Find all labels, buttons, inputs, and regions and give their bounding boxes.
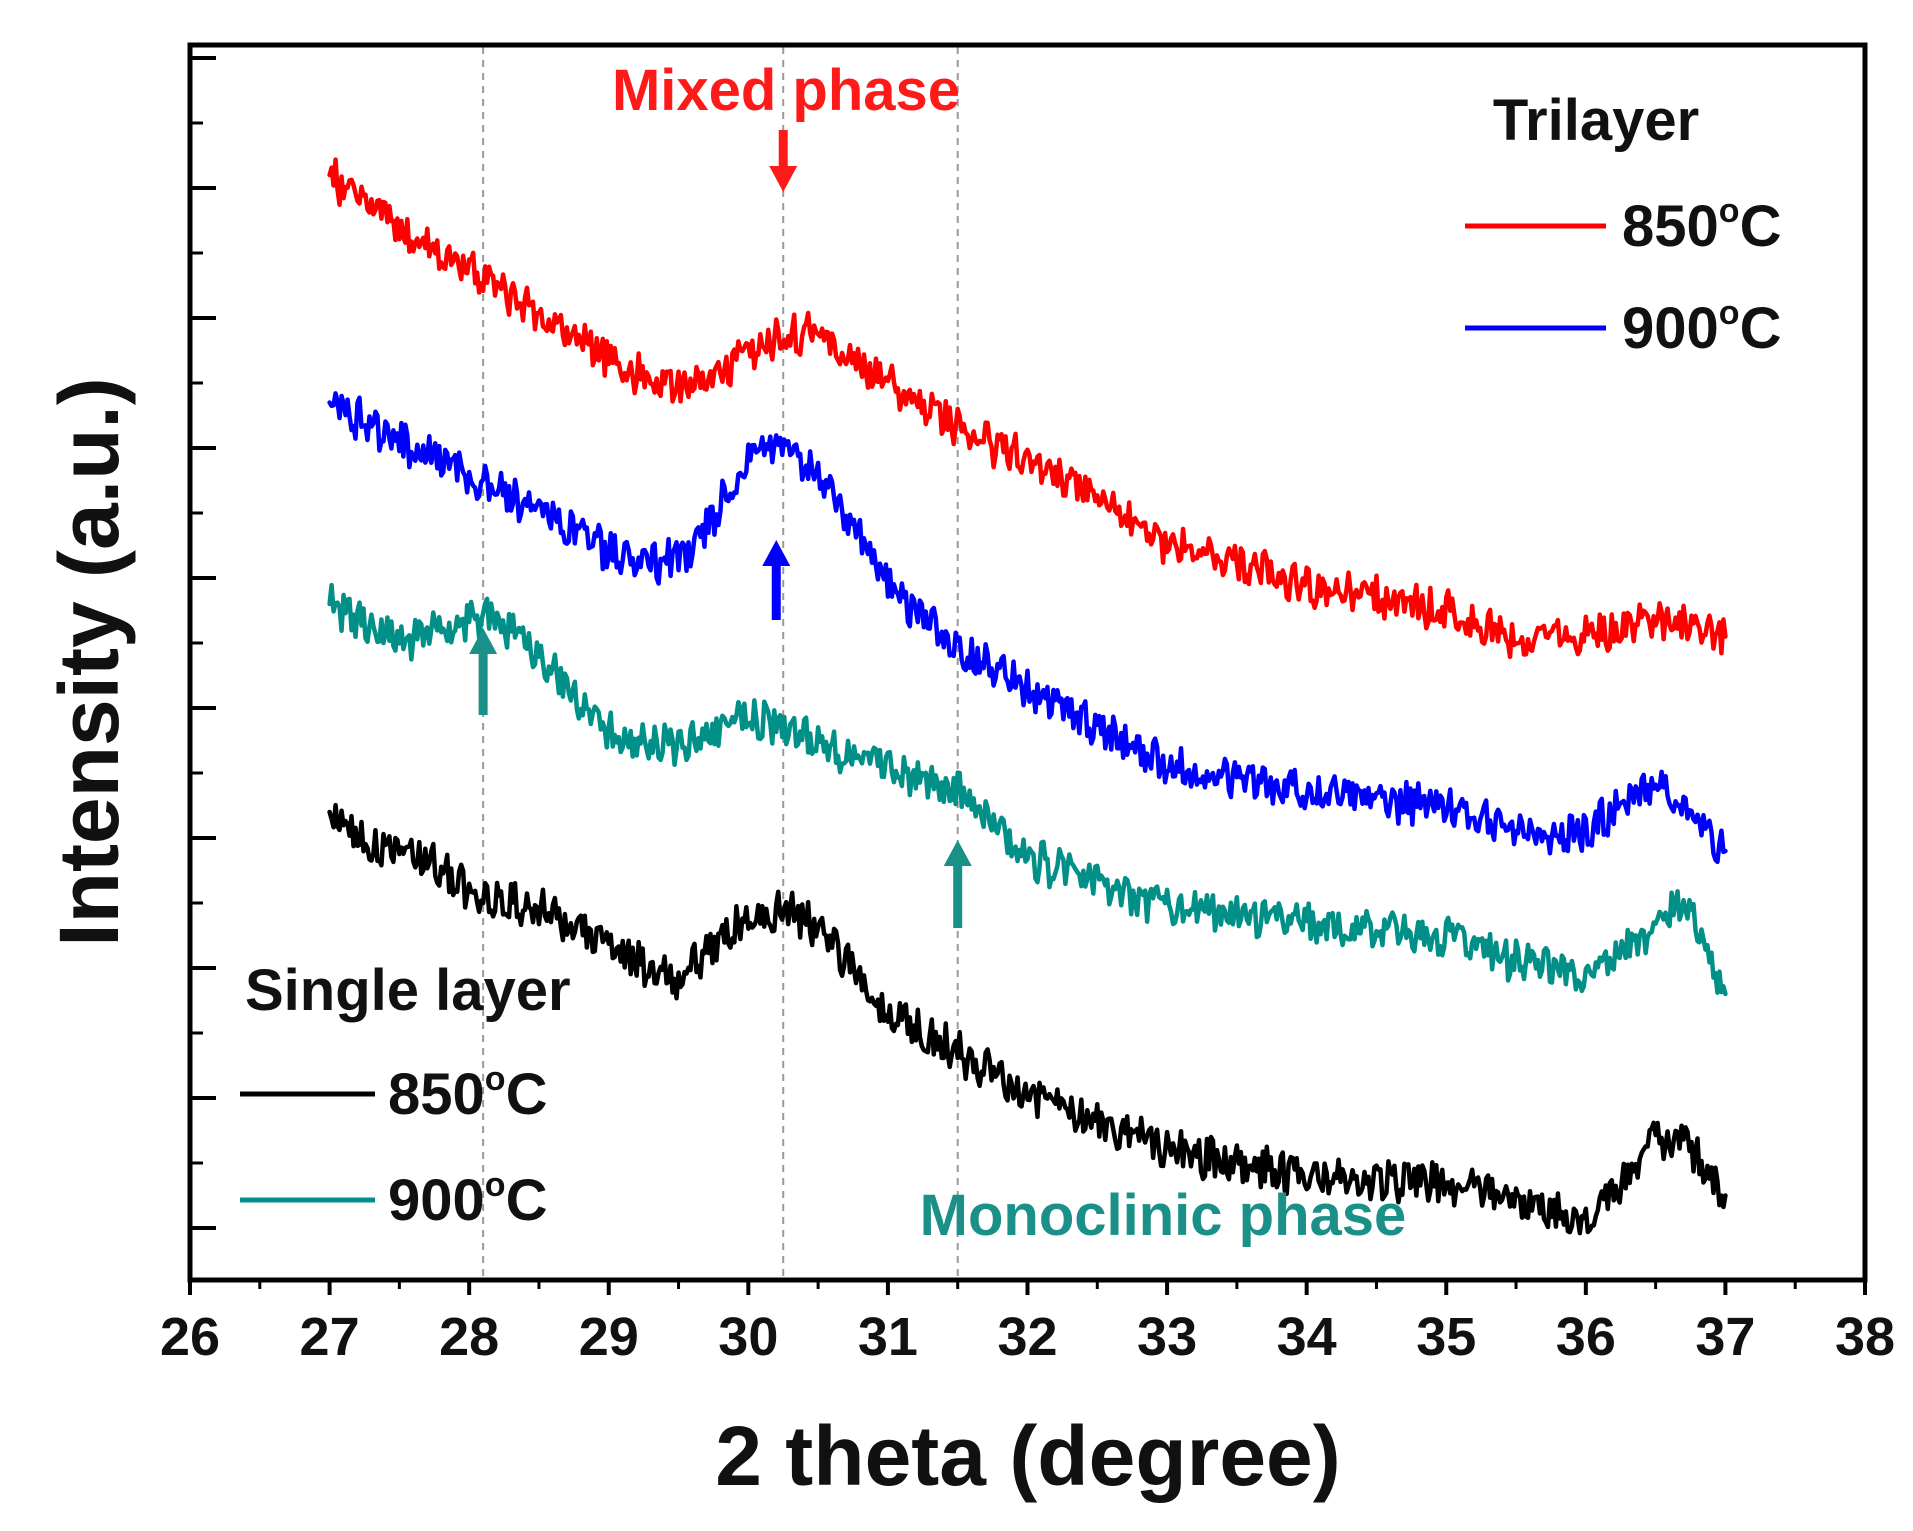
legend-unit-single-850: C	[506, 1062, 548, 1127]
x-tick-label-27: 27	[300, 1307, 360, 1367]
legend-temp-single-850: 850	[388, 1062, 485, 1127]
x-tick-label-28: 28	[439, 1307, 499, 1367]
legend-unit-trilayer-900: C	[1740, 296, 1782, 361]
legend-label-single-850: 850oC	[388, 1060, 547, 1127]
x-tick-label-30: 30	[718, 1307, 778, 1367]
monoclinic-arrow-left-head	[469, 628, 498, 654]
x-axis-label: 2 theta (degree)	[715, 1409, 1341, 1503]
mixed-phase-arrow-head	[769, 166, 798, 192]
x-axis-tick-labels: 26 27 28 29 30 31 32 33 34 35 36 37 38	[160, 1307, 1895, 1367]
legend-unit-trilayer-850: C	[1740, 194, 1782, 259]
x-tick-label-32: 32	[997, 1307, 1057, 1367]
y-axis-ticks	[190, 56, 216, 1230]
trilayer-900-peak-arrow-head	[762, 540, 791, 566]
x-tick-label-34: 34	[1277, 1307, 1337, 1367]
legend-temp-trilayer-850: 850	[1622, 194, 1719, 259]
series-line-trilayer-850c	[327, 157, 1728, 660]
trilayer-900-peak-arrow	[762, 540, 791, 620]
x-tick-label-36: 36	[1556, 1307, 1616, 1367]
legend-degree-single-850: o	[485, 1060, 506, 1098]
mixed-phase-arrow	[769, 130, 798, 192]
monoclinic-arrow-left	[469, 628, 498, 715]
legend-degree-single-900: o	[485, 1166, 506, 1204]
monoclinic-arrow-right	[943, 840, 972, 928]
x-tick-label-26: 26	[160, 1307, 220, 1367]
x-tick-label-29: 29	[579, 1307, 639, 1367]
legend-degree-trilayer-850: o	[1719, 192, 1740, 230]
x-tick-label-37: 37	[1695, 1307, 1755, 1367]
legend-unit-single-900: C	[506, 1168, 548, 1233]
x-tick-label-38: 38	[1835, 1307, 1895, 1367]
mixed-phase-label: Mixed phase	[612, 58, 960, 123]
x-tick-label-35: 35	[1416, 1307, 1476, 1367]
legend-title-single-layer: Single layer	[245, 958, 571, 1023]
legend-temp-single-900: 900	[388, 1168, 485, 1233]
annotation-arrows	[469, 130, 972, 928]
legend-label-trilayer-900: 900oC	[1622, 294, 1781, 361]
monoclinic-phase-label: Monoclinic phase	[920, 1183, 1407, 1248]
x-axis-ticks	[188, 1280, 1867, 1295]
single-layer-legend: Single layer 850oC 900oC	[240, 958, 571, 1233]
series-line-single-layer-900c	[327, 582, 1728, 997]
monoclinic-arrow-right-head	[943, 840, 972, 866]
x-tick-label-31: 31	[858, 1307, 918, 1367]
legend-temp-trilayer-900: 900	[1622, 296, 1719, 361]
x-tick-label-33: 33	[1137, 1307, 1197, 1367]
series-line-trilayer-900c	[327, 391, 1728, 865]
legend-title-trilayer: Trilayer	[1493, 88, 1699, 153]
series-line-single-layer-850c	[327, 802, 1728, 1236]
series-lines	[327, 157, 1728, 1236]
legend-label-trilayer-850: 850oC	[1622, 192, 1781, 259]
legend-label-single-900: 900oC	[388, 1166, 547, 1233]
y-axis-label: Intensity (a.u.)	[42, 377, 136, 946]
trilayer-legend: Trilayer 850oC 900oC	[1465, 88, 1781, 361]
legend-degree-trilayer-900: o	[1719, 294, 1740, 332]
